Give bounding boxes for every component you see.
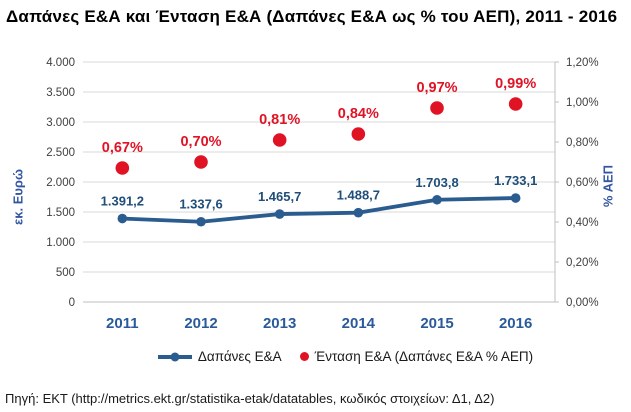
expenditure-value-label: 1.337,6 bbox=[179, 197, 222, 212]
line-dot-marker-dot bbox=[170, 352, 180, 361]
right-axis-tick-label: 0,00% bbox=[566, 297, 599, 309]
intensity-value-label: 0,70% bbox=[180, 134, 221, 150]
left-axis-tick-label: 0 bbox=[69, 297, 75, 309]
legend-item-expenditure: Δαπάνες Ε&Α bbox=[157, 349, 282, 364]
intensity-point bbox=[272, 133, 287, 147]
intensity-point bbox=[508, 97, 523, 111]
left-axis-tick-label: 3.500 bbox=[46, 87, 75, 99]
intensity-value-label: 0,97% bbox=[416, 80, 457, 96]
intensity-point bbox=[430, 101, 444, 115]
left-axis-tick-label: 500 bbox=[56, 267, 75, 279]
x-axis-year-label: 2012 bbox=[184, 315, 217, 332]
expenditure-point bbox=[510, 193, 521, 203]
legend-label-expenditure: Δαπάνες Ε&Α bbox=[197, 349, 282, 364]
expenditure-point bbox=[432, 194, 442, 205]
expenditure-point bbox=[274, 209, 285, 219]
intensity-point bbox=[115, 161, 130, 175]
right-axis-tick-label: 0,40% bbox=[566, 217, 599, 229]
intensity-value-label: 0,81% bbox=[259, 112, 300, 128]
expenditure-value-label: 1.465,7 bbox=[258, 189, 301, 204]
x-axis-year-label: 2014 bbox=[342, 315, 376, 332]
left-axis-tick-label: 3.000 bbox=[46, 117, 75, 129]
left-axis-tick-label: 4.000 bbox=[46, 57, 75, 69]
x-axis-year-label: 2016 bbox=[499, 315, 532, 332]
intensity-value-label: 0,67% bbox=[102, 140, 143, 156]
left-axis-tick-label: 1.500 bbox=[46, 207, 75, 219]
legend-item-intensity: Ένταση Ε&Α (Δαπάνες Ε&Α % ΑΕΠ) bbox=[299, 349, 534, 364]
intensity-value-label: 0,84% bbox=[338, 106, 379, 122]
right-axis-tick-label: 0,60% bbox=[566, 177, 599, 189]
intensity-point bbox=[194, 155, 208, 169]
line-dot-marker-icon bbox=[157, 352, 192, 361]
expenditure-value-label: 1.703,8 bbox=[415, 175, 458, 190]
source-note: Πηγή: ΕΚΤ (http://metrics.ekt.gr/statist… bbox=[5, 391, 495, 406]
right-axis-title: % ΑΕΠ bbox=[600, 164, 616, 208]
x-axis-year-label: 2015 bbox=[420, 315, 453, 332]
expenditure-value-label: 1.733,1 bbox=[494, 173, 537, 188]
expenditure-point bbox=[353, 207, 364, 218]
left-axis-tick-label: 2.000 bbox=[46, 177, 75, 189]
legend: Δαπάνες Ε&Α Ένταση Ε&Α (Δαπάνες Ε&Α % ΑΕ… bbox=[0, 349, 631, 364]
right-axis-tick-label: 0,80% bbox=[566, 137, 599, 149]
expenditure-value-label: 1.488,7 bbox=[337, 188, 380, 203]
expenditure-line bbox=[122, 196, 516, 224]
legend-label-intensity: Ένταση Ε&Α (Δαπάνες Ε&Α % ΑΕΠ) bbox=[314, 349, 534, 364]
left-axis-title: εκ. Ευρώ bbox=[10, 169, 26, 225]
left-axis-tick-label: 2.500 bbox=[46, 147, 75, 159]
dot-marker-icon bbox=[299, 352, 309, 361]
x-axis-year-label: 2013 bbox=[263, 315, 296, 332]
left-axis-tick-label: 1.000 bbox=[46, 237, 75, 249]
x-axis-year-label: 2011 bbox=[106, 315, 139, 332]
right-axis-tick-label: 0,20% bbox=[566, 257, 599, 269]
chart-title: Δαπάνες Ε&Α και Ένταση Ε&Α (Δαπάνες Ε&Α … bbox=[6, 7, 618, 26]
right-axis-tick-label: 1,00% bbox=[566, 97, 599, 109]
intensity-value-label: 0,99% bbox=[495, 76, 536, 92]
expenditure-point bbox=[117, 213, 128, 224]
intensity-point bbox=[351, 127, 366, 141]
right-axis-tick-label: 1,20% bbox=[566, 57, 599, 69]
expenditure-value-label: 1.391,2 bbox=[101, 194, 144, 209]
expenditure-point bbox=[196, 216, 206, 227]
